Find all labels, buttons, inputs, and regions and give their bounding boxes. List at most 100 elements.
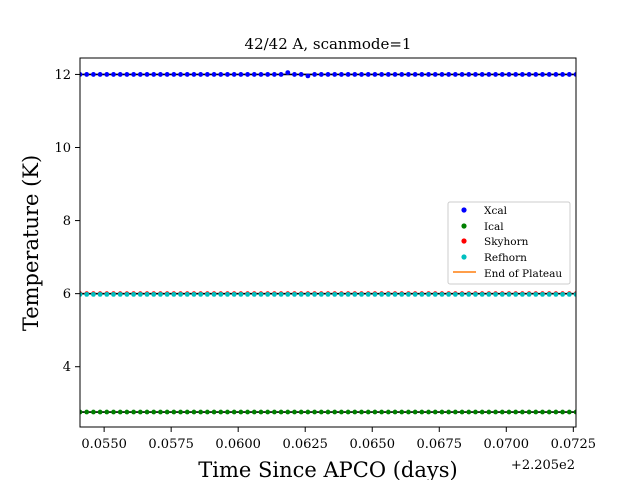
point-refhorn [184, 291, 190, 297]
point-ical [191, 409, 197, 415]
point-xcal [506, 72, 512, 77]
point-ical [332, 409, 338, 415]
x-tick-label: 0.0700 [484, 437, 530, 452]
point-refhorn [164, 291, 170, 297]
point-refhorn [533, 291, 539, 297]
point-xcal [466, 72, 472, 77]
point-refhorn [513, 291, 519, 297]
point-ical [104, 409, 110, 415]
point-ical [379, 409, 385, 415]
point-ical [151, 409, 157, 415]
point-xcal [131, 72, 137, 77]
point-ical [271, 409, 277, 415]
point-ical [325, 409, 331, 415]
point-refhorn [385, 291, 391, 297]
point-refhorn [506, 291, 512, 297]
point-ical [546, 409, 552, 415]
point-refhorn [439, 291, 445, 297]
point-refhorn [399, 291, 405, 297]
point-xcal [385, 72, 391, 77]
point-refhorn [345, 291, 351, 297]
point-xcal [97, 72, 103, 77]
point-refhorn [111, 291, 116, 297]
point-xcal [225, 72, 230, 77]
point-xcal [546, 72, 552, 77]
point-refhorn [359, 291, 364, 297]
point-xcal [251, 72, 257, 77]
point-xcal [318, 72, 324, 77]
point-refhorn [325, 291, 331, 297]
y-tick-label: 4 [63, 360, 71, 375]
point-xcal [560, 72, 565, 77]
point-refhorn [446, 291, 452, 297]
point-refhorn [553, 291, 559, 297]
point-xcal [339, 72, 344, 77]
point-ical [158, 409, 163, 415]
point-xcal [84, 72, 90, 77]
point-refhorn [225, 291, 230, 297]
point-xcal [406, 72, 411, 77]
point-xcal [104, 72, 110, 77]
plot-frame [79, 57, 577, 428]
point-xcal [285, 70, 291, 76]
point-ical [412, 409, 418, 415]
point-ical [479, 409, 485, 415]
x-tick-label: 0.0550 [81, 437, 127, 452]
point-xcal [473, 72, 478, 77]
point-xcal [265, 72, 271, 77]
point-refhorn [80, 291, 83, 297]
x-tick-label: 0.0725 [551, 437, 597, 452]
point-xcal [432, 72, 438, 77]
point-ical [573, 409, 576, 415]
point-ical [265, 409, 271, 415]
point-xcal [117, 72, 123, 77]
point-refhorn [379, 291, 385, 297]
point-ical [238, 409, 244, 415]
point-xcal [204, 72, 210, 77]
point-ical [318, 409, 324, 415]
point-xcal [171, 72, 177, 77]
point-ical [466, 409, 472, 415]
point-ical [533, 409, 539, 415]
point-refhorn [265, 291, 271, 297]
point-ical [339, 409, 344, 415]
series-refhorn [80, 291, 576, 297]
point-xcal [365, 72, 371, 77]
point-refhorn [305, 291, 311, 297]
point-xcal [426, 72, 431, 77]
legend-marker-xcal [461, 207, 467, 213]
point-refhorn [318, 291, 324, 297]
y-tick-label: 8 [63, 214, 71, 229]
point-xcal [399, 72, 405, 77]
point-ical [305, 409, 311, 415]
point-ical [540, 409, 545, 415]
point-ical [372, 409, 378, 415]
point-refhorn [519, 291, 525, 297]
chart-title: 42/42 A, scanmode=1 [245, 35, 412, 53]
point-ical [312, 409, 317, 415]
point-refhorn [171, 291, 177, 297]
point-ical [526, 409, 532, 415]
point-refhorn [292, 291, 297, 297]
point-ical [439, 409, 445, 415]
point-refhorn [312, 291, 317, 297]
y-axis-ticks: 4 6 8 10 12 [54, 68, 80, 375]
point-xcal [231, 72, 237, 77]
point-refhorn [298, 291, 304, 297]
point-ical [399, 409, 405, 415]
point-xcal [392, 72, 398, 77]
point-refhorn [332, 291, 338, 297]
point-xcal [238, 72, 244, 77]
point-xcal [446, 72, 452, 77]
point-ical [406, 409, 411, 415]
point-ical [84, 409, 90, 415]
point-refhorn [218, 291, 224, 297]
point-ical [131, 409, 137, 415]
point-xcal [526, 72, 532, 77]
point-refhorn [251, 291, 257, 297]
x-axis-ticks: 0.0550 0.0575 0.0600 0.0625 0.0650 0.0675 0.07… [81, 427, 596, 452]
point-refhorn [392, 291, 398, 297]
point-xcal [540, 72, 545, 77]
x-tick-label: 0.0600 [215, 437, 261, 452]
point-refhorn [372, 291, 378, 297]
